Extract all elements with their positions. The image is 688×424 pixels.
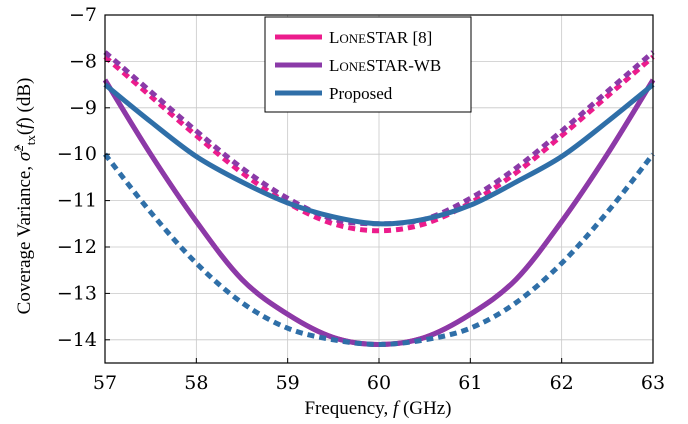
series-line-proposed-solid [103, 82, 655, 227]
y-tick-label: −14 [57, 329, 97, 351]
y-tick-label: −8 [69, 50, 97, 72]
x-tick-label: 59 [276, 372, 300, 394]
series-line-proposed-dashed [103, 152, 655, 347]
x-axis-label: Frequency, f (GHz) [304, 398, 451, 419]
legend-label-proposed: Proposed [329, 84, 393, 103]
y-tick-label: −12 [57, 236, 97, 258]
y-tick-label: −13 [57, 282, 97, 304]
y-axis-label: Coverage Variance, σ̂2tx(f) (dB) [11, 78, 38, 315]
legend-label-lonestar: LONESTAR [8] [329, 28, 432, 47]
axis-ticks: 57 58 59 60 61 62 63 −7 −8 −9 −10 −11 −12 −13 −14 [57, 4, 665, 394]
y-tick-label: −10 [57, 143, 97, 165]
x-tick-label: 60 [367, 372, 391, 394]
plot-series [102, 50, 656, 347]
x-tick-label: 62 [550, 372, 574, 394]
y-tick-label: −9 [69, 97, 97, 119]
x-tick-label: 58 [184, 372, 208, 394]
x-tick-label: 61 [458, 372, 482, 394]
y-tick-label: −7 [69, 4, 97, 26]
x-tick-label: 63 [641, 372, 665, 394]
legend: LONESTAR [8] LONESTAR-WB Proposed [264, 16, 472, 113]
x-tick-label: 57 [93, 372, 117, 394]
y-tick-label: −11 [57, 190, 97, 212]
legend-label-lonestar-wb: LONESTAR-WB [329, 56, 441, 75]
series-line-lonestar-8-dashed [103, 54, 655, 234]
